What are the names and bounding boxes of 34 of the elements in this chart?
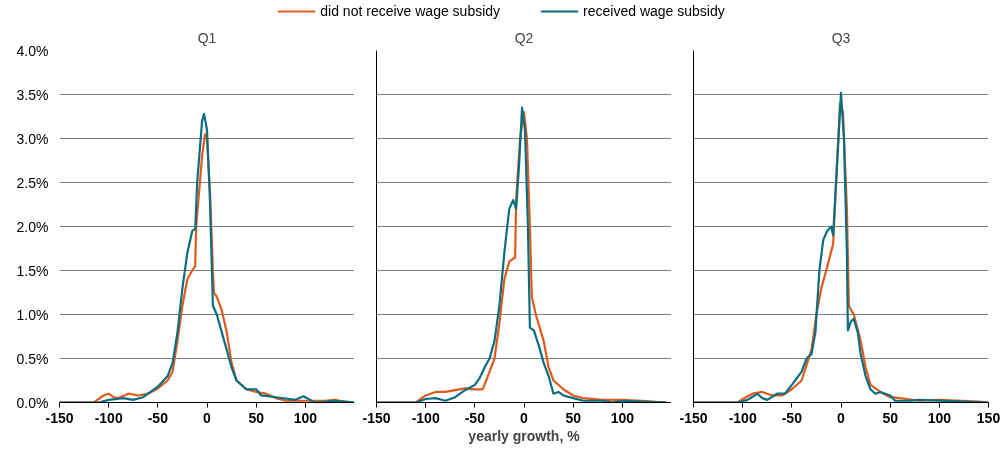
y-tick-label: 3.5% — [16, 86, 49, 103]
x-tick-label: -150 — [362, 409, 391, 426]
legend-label: received wage subsidy — [583, 3, 725, 19]
x-tick-label: -50 — [781, 409, 803, 426]
x-tick-label: 0 — [203, 409, 212, 426]
x-tick-label: 50 — [565, 409, 582, 426]
x-axis-title: yearly growth, % — [468, 427, 581, 444]
x-tick-label: 100 — [610, 409, 635, 426]
y-tick-label: 4.0% — [16, 42, 49, 59]
x-tick-label: 50 — [248, 409, 265, 426]
x-tick-label: 100 — [293, 409, 318, 426]
x-tick-label: -50 — [147, 409, 169, 426]
x-tick-label: -50 — [464, 409, 486, 426]
y-tick-label: 1.5% — [16, 262, 49, 279]
chart-title: Q1 — [197, 29, 217, 46]
x-tick-label: -100 — [728, 409, 757, 426]
x-tick-label: -100 — [94, 409, 123, 426]
y-tick-label: 1.0% — [16, 306, 49, 323]
x-tick-label: -100 — [411, 409, 440, 426]
y-tick-label: 2.5% — [16, 174, 49, 191]
x-tick-label: 0 — [520, 409, 529, 426]
y-tick-label: 2.0% — [16, 218, 49, 235]
y-tick-label: 3.0% — [16, 130, 49, 147]
x-tick-label: 50 — [882, 409, 899, 426]
x-tick-label: -150 — [679, 409, 708, 426]
chart-title: Q3 — [831, 29, 851, 46]
x-tick-label: 150 — [976, 409, 1001, 426]
x-tick-label: 0 — [837, 409, 846, 426]
y-tick-label: 0.0% — [16, 394, 49, 411]
y-tick-label: 0.5% — [16, 350, 49, 367]
chart-title: Q2 — [514, 29, 534, 46]
x-tick-label: 100 — [927, 409, 952, 426]
legend-label: did not receive wage subsidy — [320, 3, 501, 19]
x-tick-label: -150 — [45, 409, 74, 426]
